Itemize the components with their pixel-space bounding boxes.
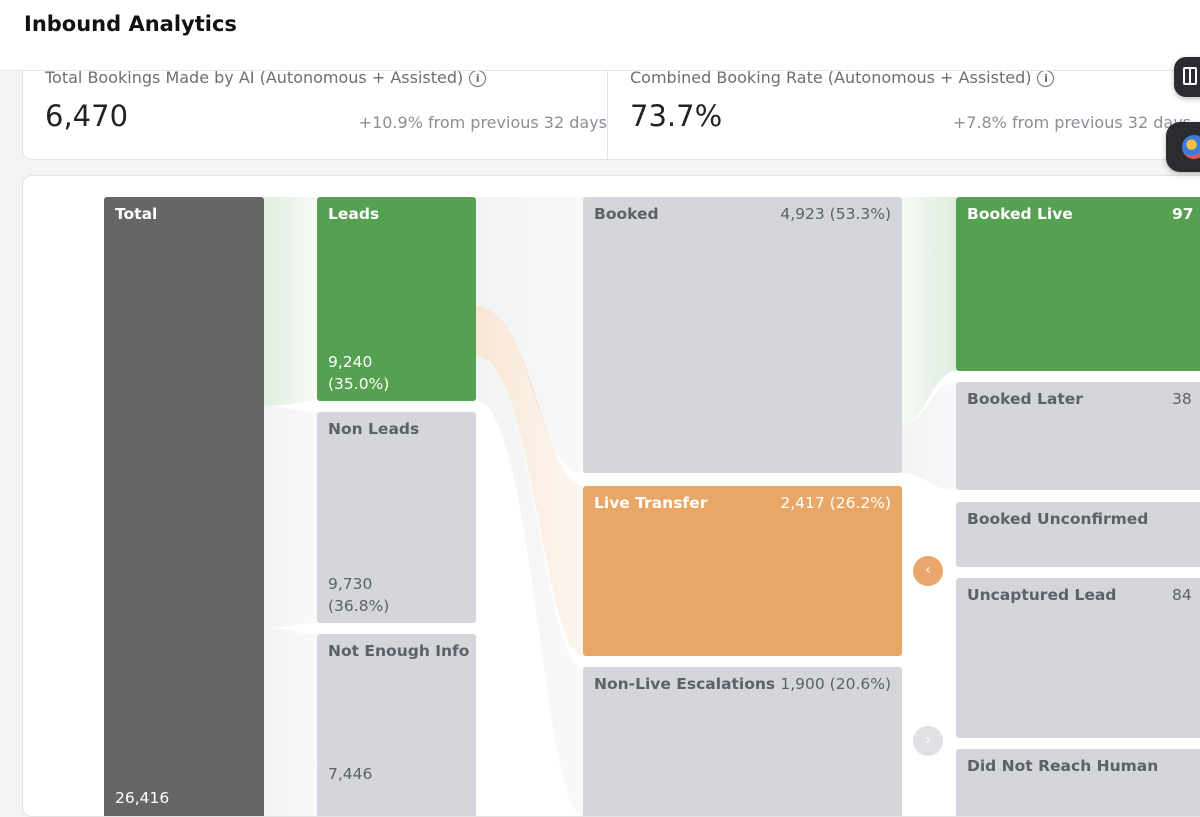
- node-label: Booked Later: [967, 390, 1083, 408]
- node-pct: (35.0%): [328, 375, 390, 393]
- flow-leads-booked: [476, 197, 583, 473]
- node-value: 7,446: [328, 765, 373, 783]
- node-label: Not Enough Info: [328, 642, 470, 660]
- node-did-not-reach-human[interactable]: Did Not Reach Human: [956, 749, 1200, 816]
- prev-level-button[interactable]: ‹: [913, 556, 943, 586]
- node-label: Uncaptured Lead: [967, 586, 1117, 604]
- info-icon[interactable]: i: [469, 70, 487, 87]
- node-label: Live Transfer: [594, 494, 708, 512]
- flow-total-leads: [264, 197, 317, 406]
- stat-label: Combined Booking Rate (Autonomous + Assi…: [630, 68, 1055, 87]
- stat-change: +7.8% from previous 32 days: [952, 113, 1191, 132]
- node-not-enough-info[interactable]: Not Enough Info 7,446: [317, 634, 476, 816]
- sankey-flows: [264, 197, 956, 816]
- stat-value: 73.7%: [630, 99, 723, 133]
- node-label: Non-Live Escalations: [594, 675, 776, 693]
- book-side-button[interactable]: [1174, 57, 1200, 97]
- flow-leads-nonlive: [476, 356, 583, 816]
- node-pct: (36.8%): [328, 597, 390, 615]
- node-leads[interactable]: Leads 9,240 (35.0%): [317, 197, 476, 401]
- globe-icon: [1182, 135, 1200, 159]
- node-label: Did Not Reach Human: [967, 757, 1159, 775]
- book-icon: [1183, 67, 1197, 85]
- node-live-transfer[interactable]: Live Transfer 2,417 (26.2%): [583, 486, 902, 656]
- node-label: Booked Live: [967, 205, 1073, 223]
- node-value: 9,240: [328, 353, 373, 371]
- node-value: 4,923 (53.3%): [780, 205, 891, 223]
- node-booked[interactable]: Booked 4,923 (53.3%): [583, 197, 902, 473]
- node-value-block: 9,240 (35.0%): [328, 351, 389, 395]
- node-value: 2,417 (26.2%): [780, 494, 891, 512]
- stat-value: 6,470: [45, 99, 129, 133]
- node-value: 26,416: [115, 789, 170, 807]
- node-label: Booked Unconfirmed: [967, 510, 1149, 528]
- flow-booked-bookedlater: [902, 382, 956, 490]
- node-label: Total: [115, 205, 158, 223]
- stat-label-text: Total Bookings Made by AI (Autonomous + …: [45, 68, 464, 87]
- flow-leads-livetransfer: [476, 306, 583, 656]
- flow-total-notenough: [264, 628, 317, 816]
- node-label: Non Leads: [328, 420, 420, 438]
- node-total[interactable]: Total 26,416: [104, 197, 264, 816]
- node-non-live-escalations[interactable]: Non-Live Escalations 1,900 (20.6%): [583, 667, 902, 816]
- node-label: Booked: [594, 205, 659, 223]
- stat-change: +10.9% from previous 32 days: [358, 113, 607, 132]
- node-non-leads[interactable]: Non Leads 9,730 (36.8%): [317, 412, 476, 623]
- info-icon[interactable]: i: [1037, 70, 1055, 87]
- node-value: 84: [1172, 586, 1192, 604]
- globe-side-button[interactable]: [1166, 122, 1200, 172]
- node-booked-unconfirmed[interactable]: Booked Unconfirmed: [956, 502, 1200, 567]
- flow-booked-bookedlive: [902, 197, 956, 426]
- node-value: 97: [1172, 205, 1194, 223]
- app-header: Inbound Analytics: [0, 0, 1200, 71]
- sankey-card: Total 26,416 Leads 9,240 (35.0%) Non Lea…: [22, 175, 1200, 817]
- node-value: 38: [1172, 390, 1192, 408]
- page-title: Inbound Analytics: [24, 12, 237, 36]
- node-value-block: 9,730 (36.8%): [328, 573, 389, 617]
- flow-total-nonleads: [264, 406, 317, 628]
- node-value: 1,900 (20.6%): [780, 675, 891, 693]
- node-uncaptured-lead[interactable]: Uncaptured Lead 84: [956, 578, 1200, 738]
- node-value: 9,730: [328, 575, 373, 593]
- stat-booking-rate: Combined Booking Rate (Autonomous + Assi…: [608, 51, 1200, 159]
- node-booked-later[interactable]: Booked Later 38: [956, 382, 1200, 490]
- node-label: Leads: [328, 205, 380, 223]
- stat-label-text: Combined Booking Rate (Autonomous + Assi…: [630, 68, 1032, 87]
- next-level-button[interactable]: ›: [913, 726, 943, 756]
- node-booked-live[interactable]: Booked Live 97: [956, 197, 1200, 371]
- stat-total-bookings: Total Bookings Made by AI (Autonomous + …: [23, 51, 608, 159]
